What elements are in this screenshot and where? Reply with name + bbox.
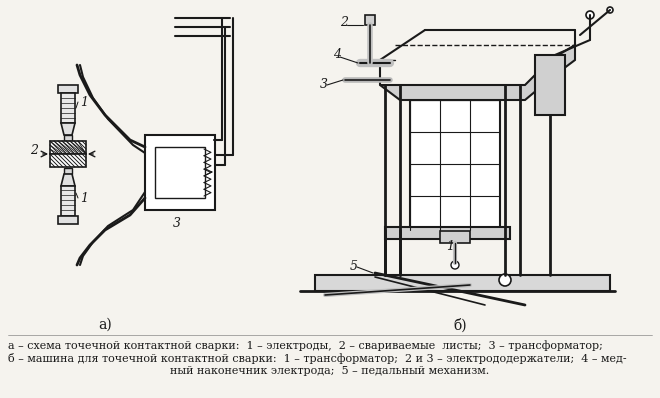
Bar — [365, 15, 375, 25]
Bar — [64, 168, 72, 174]
Text: 1: 1 — [80, 96, 88, 109]
Circle shape — [586, 11, 594, 19]
Bar — [64, 135, 72, 141]
Bar — [145, 135, 215, 210]
Polygon shape — [61, 174, 75, 186]
Text: б): б) — [453, 318, 467, 332]
Text: 5: 5 — [350, 261, 358, 273]
Text: 1: 1 — [80, 191, 88, 205]
Text: 3: 3 — [320, 78, 328, 92]
Polygon shape — [61, 123, 75, 135]
Text: 2: 2 — [30, 144, 38, 158]
Circle shape — [451, 261, 459, 269]
Text: а): а) — [98, 318, 112, 332]
Text: 4: 4 — [333, 49, 341, 62]
Text: ный наконечник электрода;  5 – педальный механизм.: ный наконечник электрода; 5 – педальный … — [170, 366, 490, 376]
Polygon shape — [380, 45, 575, 100]
Text: б – машина для точечной контактной сварки:  1 – трансформатор;  2 и 3 – электрод: б – машина для точечной контактной сварк… — [8, 353, 626, 364]
Text: 1: 1 — [446, 240, 454, 253]
Bar — [58, 85, 78, 93]
Text: а – схема точечной контактной сварки:  1 – электроды,  2 – свариваемые  листы;  : а – схема точечной контактной сварки: 1 … — [8, 340, 603, 351]
Bar — [50, 154, 86, 167]
Bar — [61, 93, 75, 123]
Bar — [50, 141, 86, 154]
Bar — [385, 227, 510, 239]
Bar — [410, 100, 500, 230]
Circle shape — [499, 274, 511, 286]
Circle shape — [607, 7, 613, 13]
Bar — [315, 275, 610, 291]
Text: 3: 3 — [173, 217, 181, 230]
Bar — [155, 147, 205, 198]
Bar — [61, 186, 75, 216]
Bar — [440, 231, 470, 243]
Bar — [535, 55, 565, 115]
Bar — [58, 216, 78, 224]
Text: 2: 2 — [340, 16, 348, 29]
